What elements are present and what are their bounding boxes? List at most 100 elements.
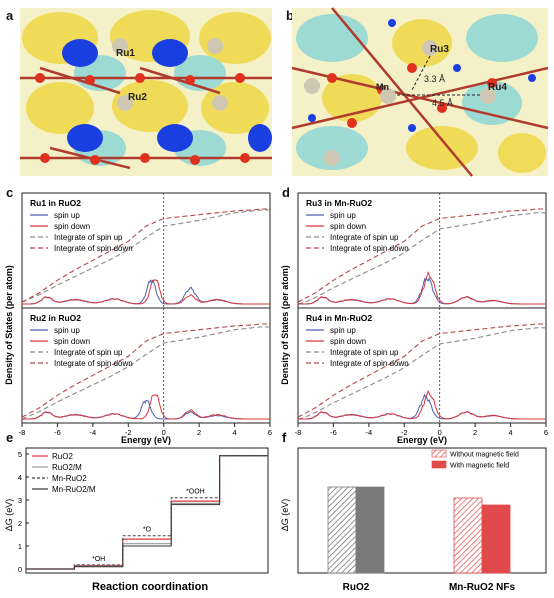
free-energy-step-chart: ΔG (eV) 0 1 2 3 4 5 *OH *O *OOH RuO2 RuO2/M Mn-Ru… <box>4 447 269 593</box>
legend-label: RuO2/M <box>52 463 82 472</box>
dos-subplot-ru1 <box>21 193 270 308</box>
legend-label: RuO2 <box>52 452 73 461</box>
x-tick-label: 2 <box>473 428 477 437</box>
distance-label-1: 3.3 Å <box>424 74 445 84</box>
integrate-spin-down-line <box>297 208 546 303</box>
step-series-line <box>26 455 268 570</box>
dos-chart-d: Density of States (per atom) Energy (eV)… <box>280 192 548 445</box>
dos-ylabel-c: Density of States (per atom) <box>4 265 14 385</box>
integrate-spin-down-line <box>297 323 546 418</box>
step-label: *OH <box>92 556 105 563</box>
label-ru4: Ru4 <box>488 82 507 93</box>
legend-label: Integrate of spin up <box>330 348 399 357</box>
y-tick-label: 5 <box>18 450 22 459</box>
spin-down-dos-line <box>22 394 270 420</box>
bar-without-field <box>327 486 357 574</box>
integrate-spin-up-line <box>21 326 270 420</box>
legend-label: spin down <box>54 222 90 231</box>
integrate-spin-down-line <box>21 323 270 418</box>
subplot-title-ru1: Ru1 in RuO2 <box>30 198 81 208</box>
legend-label: spin up <box>330 211 356 220</box>
y-tick-label: 4 <box>18 473 22 482</box>
x-ticks-c: -8 -6 -4 -2 0 2 4 6 <box>19 423 272 437</box>
integrate-spin-up-line <box>297 212 546 305</box>
label-ru2: Ru2 <box>128 92 147 103</box>
legend-label: Integrate of spin down <box>54 244 133 253</box>
y-tick-label: 3 <box>18 496 22 505</box>
x-tick-label: 0 <box>438 428 442 437</box>
legend-label: spin up <box>54 326 80 335</box>
dos-chart-c: Density of States (per atom) Energy (eV)… <box>4 192 272 445</box>
e-ylabel: ΔG (eV) <box>4 499 14 532</box>
label-mn: Mn <box>376 82 389 92</box>
legend-swatch <box>431 449 447 458</box>
panel-letter-f: f <box>282 430 287 445</box>
integrate-spin-down-line <box>21 208 270 303</box>
integrate-spin-up-line <box>21 209 270 303</box>
legend-swatch <box>431 460 447 469</box>
y-tick-label: 0 <box>18 565 22 574</box>
x-tick-label: -4 <box>90 428 97 437</box>
subplot-title-ru4: Ru4 in Mn-RuO2 <box>306 313 372 323</box>
e-xlabel: Reaction coordination <box>92 581 208 593</box>
structure-image-a: Ru1 Ru2 <box>20 8 272 176</box>
bar-chart-f: ΔG (eV) Without magnetic field With magne… <box>280 447 547 593</box>
legend-label: Integrate of spin down <box>54 359 133 368</box>
legend-c-bottom: spin up spin down Integrate of spin up Inte… <box>30 326 133 368</box>
spin-down-dos-line <box>298 271 546 305</box>
legend-label: Integrate of spin down <box>330 359 409 368</box>
x-tick-label: 2 <box>197 428 201 437</box>
label-ru3: Ru3 <box>430 44 449 55</box>
legend-label: spin down <box>330 337 366 346</box>
bar-with-field <box>355 486 385 574</box>
legend-label: Integrate of spin up <box>54 348 123 357</box>
legend-label: spin up <box>330 326 356 335</box>
legend-c-top: spin up spin down Integrate of spin up Inte… <box>30 211 133 253</box>
x-tick-label: 6 <box>268 428 272 437</box>
energy-xlabel-c: Energy (eV) <box>121 435 171 445</box>
legend-d-top: spin up spin down Integrate of spin up Inte… <box>306 211 409 253</box>
subplot-title-ru3: Ru3 in Mn-RuO2 <box>306 198 372 208</box>
distance-label-2: 4.5 Å <box>432 98 453 108</box>
dos-subplot-ru2 <box>21 308 270 423</box>
spin-down-dos-line <box>22 279 270 305</box>
f-frame <box>297 447 547 574</box>
panel-letter-e: e <box>6 430 14 445</box>
f-ylabel: ΔG (eV) <box>280 499 290 532</box>
panel-letter-d: d <box>282 185 290 200</box>
x-tick-label: -8 <box>19 428 26 437</box>
legend-label: Integrate of spin up <box>54 233 123 242</box>
x-tick-label: 6 <box>544 428 548 437</box>
legend-label: With magnetic field <box>450 463 509 470</box>
e-steps: *OH *O *OOH <box>26 455 268 570</box>
x-tick-label: 4 <box>508 428 512 437</box>
legend-d-bottom: spin up spin down Integrate of spin up Inte… <box>306 326 409 368</box>
x-tick-label: -8 <box>295 428 302 437</box>
step-label: *O <box>143 527 152 534</box>
category-label: RuO2 <box>343 582 370 593</box>
legend-label: spin up <box>54 211 80 220</box>
legend-label: Mn-RuO2 <box>52 474 87 483</box>
dos-ylabel-d: Density of States (per atom) <box>280 265 290 385</box>
bar-with-field <box>481 504 511 574</box>
x-tick-label: -6 <box>54 428 61 437</box>
step-series-line <box>26 455 268 570</box>
category-label: Mn-RuO2 NFs <box>449 582 516 593</box>
step-label: *OOH <box>186 489 205 496</box>
subplot-title-ru2: Ru2 in RuO2 <box>30 313 81 323</box>
legend-label: spin down <box>54 337 90 346</box>
step-series-line <box>26 455 268 570</box>
step-series-line <box>26 455 268 570</box>
f-categories: RuO2 Mn-RuO2 NFs <box>343 582 516 593</box>
e-legend: RuO2 RuO2/M Mn-RuO2 Mn-RuO2/M <box>32 452 96 494</box>
panel-letter-c: c <box>6 185 14 200</box>
x-tick-label: -6 <box>330 428 337 437</box>
x-tick-label: 4 <box>232 428 236 437</box>
legend-label: Integrate of spin down <box>330 244 409 253</box>
spin-down-dos-line <box>298 389 546 420</box>
energy-xlabel-d: Energy (eV) <box>397 435 447 445</box>
bar-without-field <box>453 497 483 574</box>
dos-subplot-ru4 <box>297 308 546 423</box>
structure-image-b: Ru3 Mn Ru4 3.3 Å 4.5 Å <box>291 7 549 177</box>
e-y-ticks: 0 1 2 3 4 5 <box>18 450 29 574</box>
